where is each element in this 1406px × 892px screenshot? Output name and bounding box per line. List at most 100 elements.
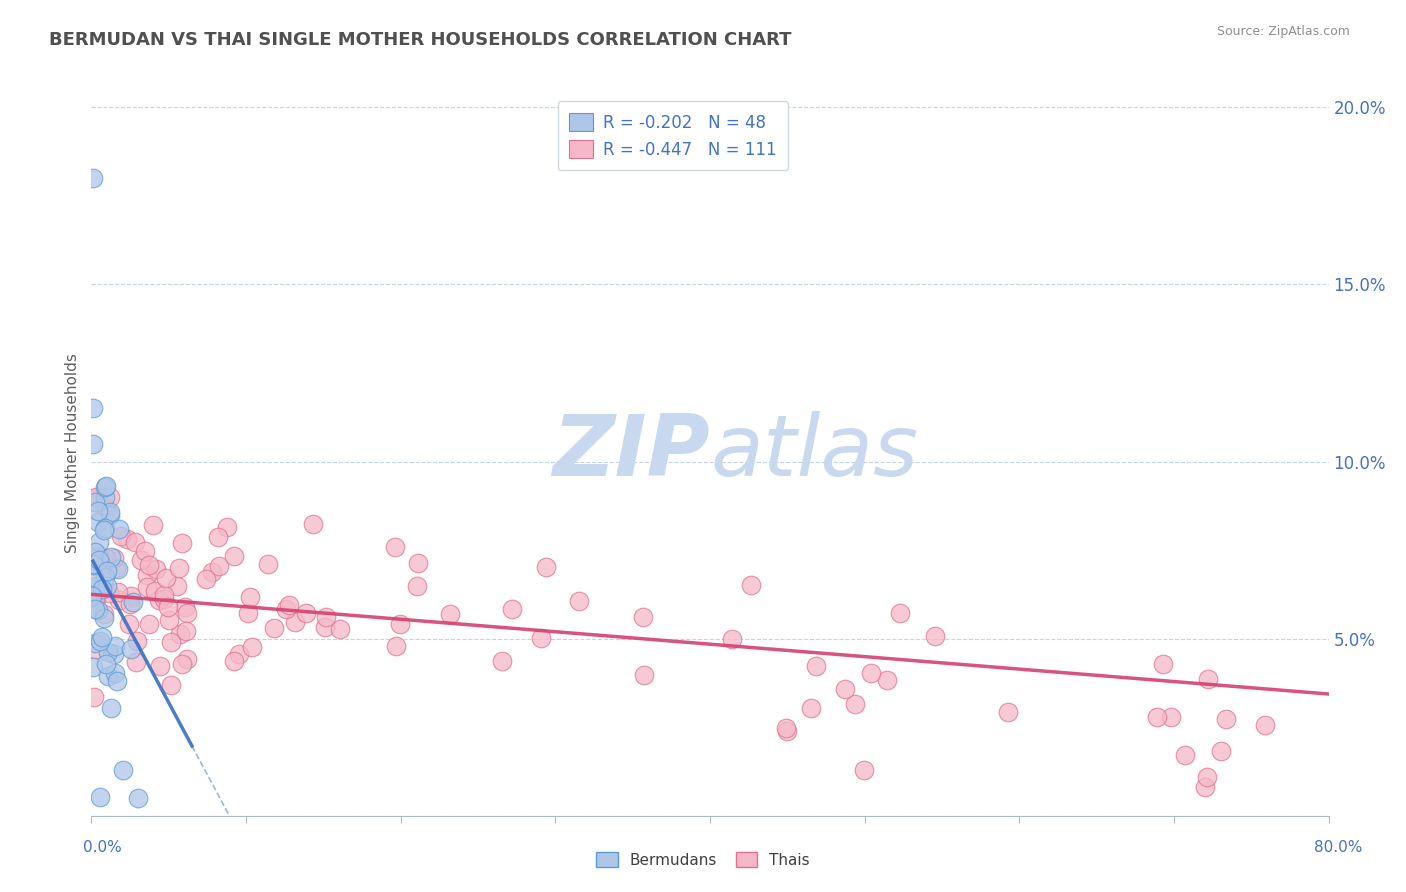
Point xyxy=(215,520,238,534)
Point xyxy=(329,622,352,636)
Text: ZIP: ZIP xyxy=(553,411,710,494)
Point xyxy=(104,666,127,681)
Point xyxy=(120,598,142,612)
Point xyxy=(1211,744,1233,758)
Point xyxy=(134,544,156,558)
Point xyxy=(84,495,107,509)
Point xyxy=(173,599,195,614)
Point xyxy=(439,607,461,621)
Legend: R = -0.202   N = 48, R = -0.447   N = 111: R = -0.202 N = 48, R = -0.447 N = 111 xyxy=(558,101,787,170)
Point xyxy=(82,557,104,571)
Point xyxy=(834,682,856,697)
Point xyxy=(104,560,127,574)
Point xyxy=(1152,657,1174,672)
Point xyxy=(120,641,142,656)
Point xyxy=(156,599,179,614)
Point xyxy=(97,669,120,683)
Point xyxy=(1194,780,1216,794)
Point xyxy=(1173,747,1195,762)
Point xyxy=(103,550,125,565)
Point xyxy=(889,607,911,621)
Point xyxy=(406,556,429,570)
Point xyxy=(501,602,523,616)
Point xyxy=(405,579,427,593)
Point xyxy=(157,613,180,627)
Point xyxy=(115,532,138,546)
Point xyxy=(159,677,181,691)
Point xyxy=(98,508,121,522)
Point xyxy=(86,490,108,504)
Point xyxy=(222,653,245,667)
Point xyxy=(84,579,107,593)
Point xyxy=(174,624,197,639)
Point xyxy=(1197,672,1219,686)
Text: 0.0%: 0.0% xyxy=(83,840,122,855)
Point xyxy=(118,617,141,632)
Point xyxy=(110,528,132,542)
Point xyxy=(1160,710,1182,724)
Point xyxy=(136,580,159,594)
Point xyxy=(98,586,121,600)
Point xyxy=(166,579,188,593)
Point xyxy=(142,518,165,533)
Point xyxy=(1197,770,1219,784)
Point xyxy=(208,558,231,573)
Point xyxy=(98,505,121,519)
Point xyxy=(201,565,224,579)
Point xyxy=(138,558,160,572)
Point xyxy=(122,595,145,609)
Point xyxy=(98,490,121,504)
Point xyxy=(852,763,875,777)
Point xyxy=(89,790,111,805)
Point xyxy=(1215,712,1237,726)
Point xyxy=(90,630,112,644)
Point xyxy=(96,579,118,593)
Text: atlas: atlas xyxy=(710,411,918,494)
Point xyxy=(207,530,229,544)
Point xyxy=(295,606,318,620)
Point xyxy=(491,654,513,668)
Point xyxy=(103,647,125,661)
Point xyxy=(1146,710,1168,724)
Point xyxy=(94,478,117,492)
Point xyxy=(997,705,1019,719)
Point xyxy=(108,592,131,607)
Point xyxy=(94,480,117,494)
Point xyxy=(721,632,744,647)
Point xyxy=(301,516,323,531)
Legend: Bermudans, Thais: Bermudans, Thais xyxy=(591,846,815,873)
Point xyxy=(135,568,157,582)
Point xyxy=(274,602,297,616)
Point xyxy=(153,592,176,607)
Point xyxy=(633,609,655,624)
Point xyxy=(314,620,336,634)
Point xyxy=(924,629,946,643)
Point xyxy=(84,602,107,616)
Point xyxy=(125,634,148,648)
Point xyxy=(83,690,105,705)
Point xyxy=(87,504,110,518)
Point xyxy=(143,583,166,598)
Point xyxy=(120,590,142,604)
Point xyxy=(384,540,406,554)
Text: Source: ZipAtlas.com: Source: ZipAtlas.com xyxy=(1216,25,1350,38)
Point xyxy=(93,611,115,625)
Point xyxy=(107,561,129,575)
Point xyxy=(84,641,107,656)
Point xyxy=(82,401,104,416)
Point xyxy=(806,659,828,673)
Point xyxy=(82,558,104,572)
Point xyxy=(82,170,104,185)
Point xyxy=(94,550,117,565)
Point xyxy=(125,655,148,669)
Point xyxy=(800,700,823,714)
Point xyxy=(263,621,285,635)
Point xyxy=(844,698,866,712)
Point xyxy=(176,652,198,666)
Point xyxy=(530,632,553,646)
Point xyxy=(124,535,146,549)
Point xyxy=(148,592,170,607)
Point xyxy=(194,572,217,586)
Point xyxy=(876,673,898,688)
Point xyxy=(90,583,112,598)
